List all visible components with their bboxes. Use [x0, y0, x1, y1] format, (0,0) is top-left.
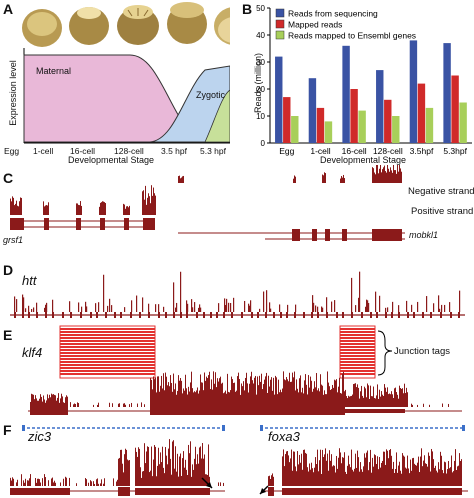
- bar: [275, 56, 283, 143]
- stage-tick: Egg: [4, 146, 20, 156]
- gene-label-grsf1: grsf1: [3, 235, 24, 245]
- bar: [451, 75, 459, 143]
- positive-strand-reads: [10, 185, 156, 215]
- zygotic-green-area: [204, 89, 230, 143]
- negative-strand-reads: [178, 165, 402, 183]
- zygotic-curve: [149, 65, 230, 143]
- klf4-coverage: [30, 371, 449, 407]
- y-tick-label: 20: [256, 85, 265, 94]
- y-tick-label: 30: [256, 58, 265, 67]
- arrow-icon: [259, 485, 269, 495]
- x-tick-label: 16-cell: [342, 146, 367, 156]
- embryo-16cell: [117, 5, 159, 45]
- x-tick-label: 5.3hpf: [443, 146, 467, 156]
- panel-letter-b: B: [242, 1, 253, 17]
- legend-entry: Reads from sequencing: [288, 9, 378, 19]
- bar: [384, 99, 392, 143]
- x-tick-label: 1-cell: [310, 146, 330, 156]
- gene-label-foxa3: foxa3: [268, 429, 300, 444]
- panel-f-tracks: [10, 425, 468, 496]
- bar: [324, 121, 333, 143]
- x-tick-label: Egg: [279, 146, 294, 156]
- bar: [443, 43, 451, 143]
- bar: [350, 89, 358, 143]
- bar: [376, 70, 384, 143]
- panel-letter-f: F: [3, 422, 12, 438]
- junction-tags-label: Junction tags: [394, 346, 450, 357]
- panel-b-ylabel: Reads (million): [253, 52, 263, 114]
- bar: [291, 116, 299, 143]
- htt-coverage: [14, 271, 461, 312]
- panel-a-xlabel: Developmental Stage: [68, 155, 155, 165]
- gene-label-zic3: zic3: [28, 429, 52, 444]
- panel-letter-d: D: [3, 262, 14, 278]
- gene-model-klf4: [28, 407, 462, 415]
- gene-model-mobkl1: [178, 229, 405, 241]
- bar: [283, 97, 291, 143]
- x-tick-label: 128-cell: [373, 146, 403, 156]
- stage-tick: 3.5 hpf: [161, 146, 187, 156]
- gene-model-grsf1: [10, 218, 155, 230]
- bar: [392, 116, 400, 143]
- x-tick-label: 3.5hpf: [410, 146, 434, 156]
- y-tick-label: 10: [256, 112, 265, 121]
- y-tick-label: 40: [256, 31, 265, 40]
- bar: [409, 40, 418, 143]
- embryo-egg: [22, 9, 62, 47]
- legend-swatch: [275, 30, 285, 40]
- maternal-label: Maternal: [36, 66, 72, 76]
- junction-tags: [59, 325, 376, 379]
- panel-a-ylabel: Expression level: [8, 60, 18, 126]
- panel-b-xlabel: Developmental Stage: [320, 155, 407, 165]
- stage-tick: 128-cell: [114, 146, 144, 156]
- stage-tick: 16-cell: [70, 146, 96, 156]
- bar: [316, 107, 325, 143]
- bar: [308, 78, 317, 143]
- y-tick-label: 50: [256, 4, 265, 13]
- gene-label-klf4: klf4: [22, 345, 43, 360]
- legend-swatch: [275, 8, 285, 18]
- panel-e-tracks: [28, 325, 462, 415]
- panel-letter-a: A: [3, 1, 14, 17]
- panel-a-xticks: Egg 1-cell 16-cell 128-cell 3.5 hpf 5.3 …: [0, 146, 240, 158]
- gene-label-htt: htt: [22, 273, 37, 288]
- bar: [459, 102, 467, 143]
- legend-swatch: [275, 19, 285, 29]
- embryo-128cell: [167, 2, 207, 44]
- panel-c-tracks: [10, 165, 405, 241]
- panel-d-tracks: [10, 271, 465, 318]
- panel-letter-c: C: [3, 170, 14, 186]
- bar: [417, 83, 426, 143]
- positive-strand-label: Positive strand: [411, 206, 474, 217]
- panel-a-diagram: [22, 2, 230, 144]
- gene-label-mobkl1: mobkl1: [409, 230, 439, 240]
- gene-model-htt: [14, 312, 460, 318]
- legend-entry: Mapped reads: [288, 20, 342, 30]
- bar: [358, 110, 366, 143]
- junction-bracket: [377, 330, 393, 376]
- zygotic-label: Zygotic: [196, 90, 226, 100]
- bar: [342, 45, 350, 143]
- legend-entry: Reads mapped to Ensembl genes: [288, 31, 416, 41]
- panel-b-chart: 0 10 20 30 40 50 Egg 1-cell 16-cell 128-cell 3.5hp…: [256, 4, 472, 156]
- stage-tick: 5.3 hpf: [200, 146, 226, 156]
- gene-model-foxa3: [262, 487, 468, 496]
- negative-strand-label: Negative strand: [408, 186, 474, 197]
- blue-gene-models: [22, 425, 465, 431]
- gene-model-zic3: [10, 487, 225, 496]
- zic3-foxa3-coverage: [10, 439, 462, 486]
- embryo-5hpf: [214, 7, 230, 45]
- embryo-1cell: [69, 7, 109, 45]
- panel-letter-e: E: [3, 327, 13, 343]
- bar: [425, 107, 434, 143]
- arrow-icon: [201, 477, 213, 489]
- y-tick-label: 0: [261, 139, 266, 148]
- stage-tick: 1-cell: [33, 146, 54, 156]
- embryo-images: [22, 2, 230, 47]
